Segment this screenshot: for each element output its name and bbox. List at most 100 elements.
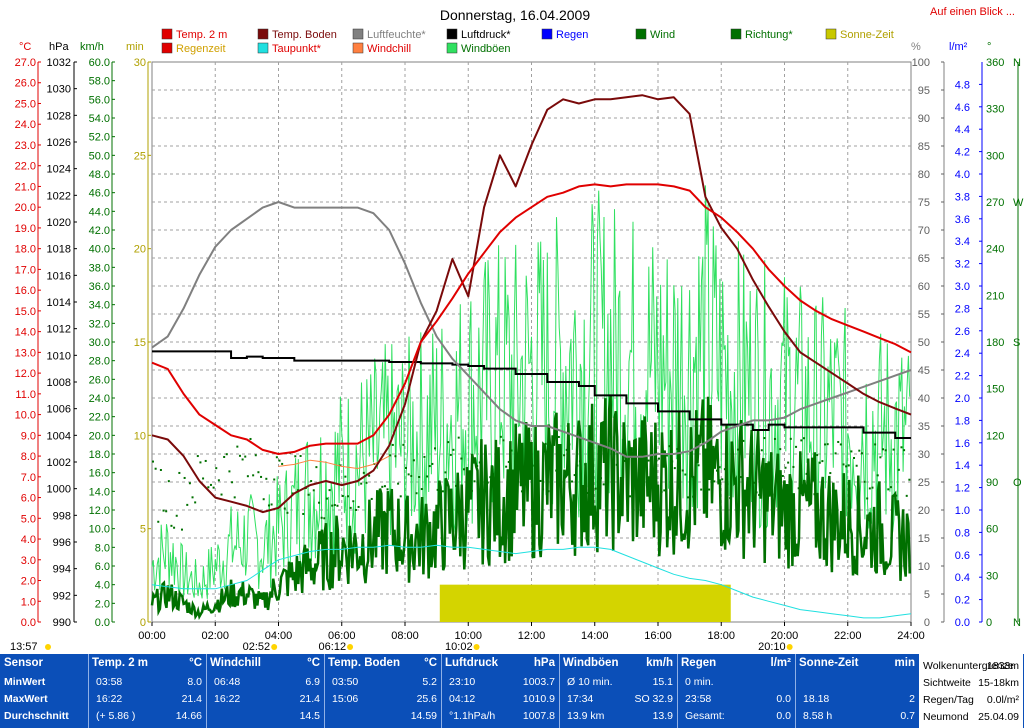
tick-label-wind: 12.0 — [89, 505, 110, 517]
direction-point — [900, 446, 903, 449]
direction-point — [676, 448, 679, 451]
tick-label-pct: 0 — [924, 617, 930, 629]
direction-point — [726, 483, 729, 486]
tick-label-dir: 150 — [986, 384, 1004, 396]
stats-row: 06:48 6.9 — [210, 676, 320, 689]
stats-col-title: Regen — [681, 657, 717, 669]
direction-point — [518, 466, 521, 469]
direction-point — [225, 453, 228, 456]
tick-label-rain: 2.2 — [955, 371, 970, 383]
stats-col-unit: °C — [424, 657, 437, 669]
stats-cell-value: 13.9 — [652, 710, 673, 722]
direction-point — [428, 465, 431, 468]
direction-point — [908, 478, 911, 481]
direction-point — [552, 437, 555, 440]
direction-point — [731, 458, 734, 461]
direction-point — [758, 493, 761, 496]
direction-point — [723, 468, 726, 471]
stats-row — [799, 676, 915, 689]
direction-point — [787, 461, 790, 464]
direction-point — [436, 488, 439, 491]
direction-point — [523, 470, 526, 473]
stats-cell-value: 5.2 — [422, 676, 437, 688]
tick-label-press: 1022 — [47, 190, 71, 202]
tick-label-min: 0 — [140, 617, 146, 629]
stats-col-7: Sonne-Zeit min 18.18 2 8.58 h 0.7 — [795, 654, 920, 728]
tick-label-temp: 7.0 — [21, 472, 36, 484]
direction-point — [194, 501, 197, 504]
direction-point — [692, 495, 695, 498]
tick-label-dir: 210 — [986, 290, 1004, 302]
tick-label-pct: 15 — [918, 533, 930, 545]
series-pressure — [152, 350, 911, 439]
tick-label-temp: 19.0 — [15, 223, 36, 235]
row-label-max: MaxWert — [4, 693, 48, 705]
direction-point — [581, 485, 584, 488]
direction-point — [399, 495, 402, 498]
direction-point — [265, 477, 268, 480]
legend-label: Wind — [650, 29, 675, 41]
direction-point — [705, 467, 708, 470]
direction-point — [486, 481, 489, 484]
direction-point — [510, 449, 513, 452]
stats-row: 23:58 0.0 — [681, 693, 791, 706]
tick-label-temp: 20.0 — [15, 202, 36, 214]
tick-label-press: 1012 — [47, 324, 71, 336]
direction-point — [376, 504, 379, 507]
stats-col-unit: km/h — [646, 657, 673, 669]
direction-point — [871, 486, 874, 489]
direction-point — [368, 474, 371, 477]
overview-link[interactable]: Auf einen Blick ... — [930, 6, 1015, 18]
stats-cell-time: 03:58 — [96, 676, 123, 688]
tick-label-temp: 18.0 — [15, 244, 36, 256]
tick-label-wind: 44.0 — [89, 206, 110, 218]
legend-label: Temp. Boden — [272, 29, 337, 41]
series-dewpoint — [151, 544, 912, 619]
legend-swatch — [446, 28, 458, 40]
direction-point — [231, 481, 234, 484]
tick-label-press: 1026 — [47, 137, 71, 149]
direction-point — [447, 441, 450, 444]
direction-point — [273, 478, 276, 481]
wind-unit: km/h — [80, 41, 104, 53]
direction-point — [615, 463, 618, 466]
direction-point — [623, 459, 626, 462]
direction-point — [747, 495, 750, 498]
tick-label-temp: 11.0 — [15, 389, 36, 401]
stats-cell-value: 6.9 — [305, 676, 320, 688]
stats-cell-value: 14.59 — [410, 710, 437, 722]
direction-point — [636, 493, 639, 496]
direction-point — [431, 462, 434, 465]
direction-point — [152, 460, 154, 463]
direction-point — [805, 472, 808, 475]
direction-point — [713, 480, 716, 483]
direction-point — [586, 492, 589, 495]
tick-label-rain: 3.6 — [955, 214, 970, 226]
row-label-avg: Durchschnitt — [4, 710, 69, 722]
direction-point — [626, 461, 629, 464]
direction-point — [499, 435, 502, 438]
direction-point — [281, 462, 284, 465]
stats-row: °1.1hPa/h 1007.8 — [445, 710, 555, 723]
direction-point — [370, 497, 373, 500]
direction-point — [244, 455, 247, 458]
legend-swatch — [257, 28, 269, 40]
chart-title: Donnerstag, 16.04.2009 — [440, 7, 590, 23]
stats-col-5: Windböen km/h Ø 10 min. 15.1 17:34 SO 32.9 13.… — [559, 654, 678, 728]
direction-point — [233, 496, 236, 499]
direction-point — [360, 482, 363, 485]
direction-point — [584, 463, 587, 466]
tick-label-pct: 35 — [918, 421, 930, 433]
direction-point — [236, 445, 239, 448]
direction-point — [721, 478, 724, 481]
direction-point — [323, 517, 326, 520]
tick-label-rain: 3.0 — [955, 281, 970, 293]
x-tick-label: 04:00 — [265, 630, 293, 642]
direction-point — [502, 439, 505, 442]
stats-cell-time: 13.9 km — [567, 710, 605, 722]
direction-point — [275, 456, 278, 459]
x-tick-label: 06:00 — [328, 630, 356, 642]
direction-point — [449, 453, 452, 456]
direction-point — [631, 464, 634, 467]
direction-point — [365, 481, 368, 484]
